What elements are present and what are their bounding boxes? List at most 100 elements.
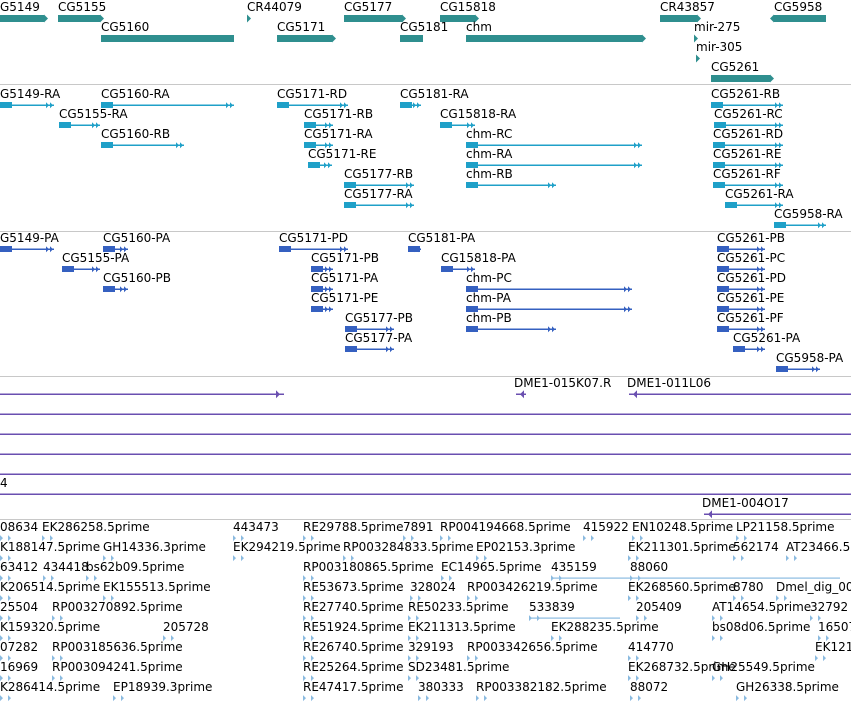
- gene-label[interactable]: CG5155: [58, 0, 107, 14]
- est-label[interactable]: 562174: [733, 540, 779, 554]
- est-label[interactable]: Dmel_dig_002: [776, 580, 851, 594]
- gene-cg5181[interactable]: [400, 35, 423, 42]
- protein-cg5958-pa[interactable]: [776, 366, 820, 373]
- protein-label[interactable]: CG5261-PD: [717, 271, 787, 285]
- clone-unnamed[interactable]: [0, 413, 851, 416]
- protein-label[interactable]: CG5160-PA: [103, 231, 171, 245]
- clone-unnamed[interactable]: [0, 433, 851, 436]
- protein-chm-pc[interactable]: [466, 286, 632, 293]
- est-en10248-5prime[interactable]: [632, 535, 643, 542]
- clone-unnamed[interactable]: [0, 473, 851, 476]
- protein-cg5177-pa[interactable]: [345, 346, 394, 353]
- gene-cg15818[interactable]: [440, 14, 479, 23]
- est-re26740-5prime[interactable]: [303, 655, 314, 662]
- gene-g5149[interactable]: [0, 14, 48, 23]
- est-gh14336-3prime[interactable]: [103, 555, 114, 562]
- est-07282[interactable]: [0, 655, 11, 662]
- transcript-label[interactable]: CG5958-RA: [774, 207, 843, 221]
- est-label[interactable]: 414770: [628, 640, 674, 654]
- est-label[interactable]: EN10248.5prime: [632, 520, 734, 534]
- est-gh25549-5prime[interactable]: [712, 675, 723, 682]
- est-label[interactable]: RP003382182.5prime: [476, 680, 607, 694]
- est-7891[interactable]: [403, 535, 414, 542]
- est-gh26338-5prime[interactable]: [736, 695, 747, 702]
- transcript-label[interactable]: CG5177-RA: [344, 187, 413, 201]
- transcript-chm-rb[interactable]: [466, 182, 556, 189]
- est-k286414-5prime[interactable]: [0, 695, 11, 702]
- est-label[interactable]: EK268560.5prime: [628, 580, 736, 594]
- protein-label[interactable]: chm-PB: [466, 311, 512, 325]
- est-ec14965-5prime[interactable]: [441, 575, 452, 582]
- est-label[interactable]: 533839: [529, 600, 575, 614]
- est-re50233-5prime[interactable]: [408, 615, 419, 622]
- gene-cg5261[interactable]: [711, 74, 774, 83]
- est-label[interactable]: EK121: [815, 640, 851, 654]
- est-label[interactable]: RE53673.5prime: [303, 580, 404, 594]
- est-88072[interactable]: [630, 695, 641, 702]
- est-32792[interactable]: [810, 615, 821, 622]
- gene-label[interactable]: CG5261: [711, 60, 760, 74]
- est-ek294219-5prime[interactable]: [233, 555, 244, 562]
- protein-cg5261-pd[interactable]: [717, 286, 765, 293]
- est-at14654-5prime[interactable]: [712, 615, 723, 622]
- gene-label[interactable]: CR44079: [247, 0, 302, 14]
- gene-cg5155[interactable]: [58, 14, 104, 23]
- gene-label[interactable]: CR43857: [660, 0, 715, 14]
- est-label[interactable]: 88060: [630, 560, 669, 574]
- transcript-cg5261-rd[interactable]: [713, 142, 783, 149]
- gene-cr44079[interactable]: [247, 14, 251, 23]
- est-label[interactable]: RE47417.5prime: [303, 680, 404, 694]
- est-label[interactable]: EK211313.5prime: [408, 620, 516, 634]
- transcript-label[interactable]: CG5261-RC: [714, 107, 783, 121]
- est-label[interactable]: 63412: [0, 560, 39, 574]
- est-88060[interactable]: [630, 575, 641, 582]
- est-label[interactable]: 88072: [630, 680, 669, 694]
- clone-label[interactable]: DME1-015K07.R: [514, 376, 612, 390]
- est-ek211301-5prime[interactable]: [628, 555, 639, 562]
- est-label[interactable]: 329193: [408, 640, 454, 654]
- est-label[interactable]: EK288235.5prime: [551, 620, 659, 634]
- est-label[interactable]: 443473: [233, 520, 279, 534]
- est-label[interactable]: 32792: [810, 600, 849, 614]
- est-sd23481-5prime[interactable]: [408, 675, 419, 682]
- est-label[interactable]: 205728: [163, 620, 209, 634]
- protein-cg5181-pa[interactable]: [408, 246, 421, 253]
- protein-label[interactable]: CG5155-PA: [62, 251, 130, 265]
- est-label[interactable]: RE51924.5prime: [303, 620, 404, 634]
- est-rp003180865-5prime[interactable]: [303, 575, 314, 582]
- protein-label[interactable]: CG5958-PA: [776, 351, 844, 365]
- protein-label[interactable]: CG5261-PC: [717, 251, 786, 265]
- est-533839[interactable]: [529, 615, 620, 622]
- transcript-label[interactable]: CG5261-RD: [713, 127, 784, 141]
- gene-mir-305[interactable]: [696, 54, 700, 63]
- protein-label[interactable]: CG5171-PD: [279, 231, 349, 245]
- transcript-cg5261-rc[interactable]: [714, 122, 783, 129]
- est-label[interactable]: RP003426219.5prime: [467, 580, 598, 594]
- est-435159[interactable]: [551, 575, 840, 582]
- est-08634[interactable]: [0, 535, 11, 542]
- protein-chm-pa[interactable]: [466, 306, 632, 313]
- est-label[interactable]: EK294219.5prime: [233, 540, 341, 554]
- gene-cg5958[interactable]: [770, 14, 826, 23]
- transcript-cg5177-ra[interactable]: [344, 202, 414, 209]
- transcript-cg5261-re[interactable]: [713, 162, 783, 169]
- est-label[interactable]: K286414.5prime: [0, 680, 101, 694]
- gene-label[interactable]: CG5171: [277, 20, 326, 34]
- est-label[interactable]: 415922: [583, 520, 629, 534]
- est-label[interactable]: 8780: [733, 580, 764, 594]
- transcript-label[interactable]: chm-RA: [466, 147, 513, 161]
- protein-cg5155-pa[interactable]: [62, 266, 100, 273]
- transcript-label[interactable]: CG15818-RA: [440, 107, 517, 121]
- est-label[interactable]: RE25264.5prime: [303, 660, 404, 674]
- est-label[interactable]: RP003180865.5prime: [303, 560, 434, 574]
- est-rp004194668-5prime[interactable]: [440, 535, 451, 542]
- gene-cg5171[interactable]: [277, 34, 336, 43]
- est-rp003382182-5prime[interactable]: [476, 695, 487, 702]
- est-label[interactable]: GH14336.3prime: [103, 540, 206, 554]
- gene-label[interactable]: CG15818: [440, 0, 496, 14]
- transcript-label[interactable]: CG5261-RE: [713, 147, 782, 161]
- est-8780[interactable]: [733, 595, 744, 602]
- est-label[interactable]: 434418: [43, 560, 89, 574]
- transcript-cg5171-rb[interactable]: [304, 122, 333, 129]
- est-label[interactable]: RP003342656.5prime: [467, 640, 598, 654]
